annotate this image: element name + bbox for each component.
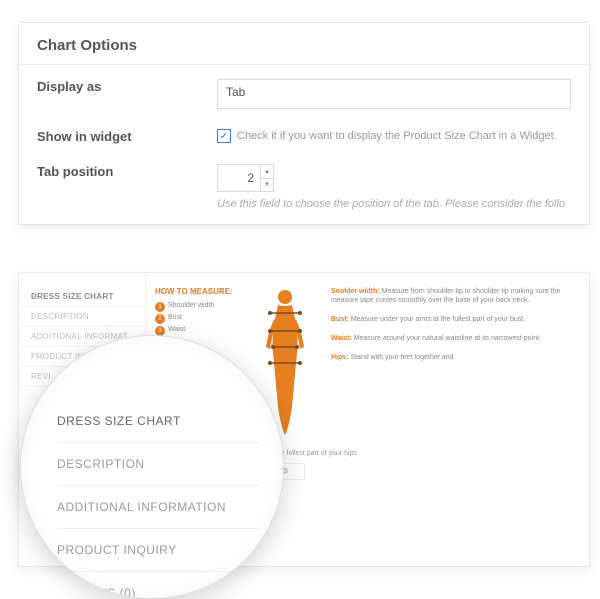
tab-position-label: Tab position: [37, 164, 217, 179]
show-in-widget-desc: Check it if you want to display the Prod…: [237, 130, 557, 142]
howto-title: HOW TO MEASURE:: [155, 287, 239, 296]
preview-tab[interactable]: DESCRIPTION: [19, 307, 146, 327]
magnified-tab[interactable]: DRESS SIZE CHART: [57, 400, 259, 443]
magnified-tab[interactable]: ADDITIONAL INFORMATION: [57, 486, 259, 529]
tab-position-stepper[interactable]: ▴ ▾: [217, 164, 274, 192]
row-display-as: Display as Tab: [19, 65, 589, 123]
chart-options-panel: Chart Options Display as Tab Show in wid…: [18, 22, 590, 225]
stepper-down-icon[interactable]: ▾: [261, 179, 273, 192]
magnifier-lens: DRESS SIZE CHART DESCRIPTION ADDITIONAL …: [20, 335, 284, 599]
show-in-widget-label: Show in widget: [37, 129, 217, 144]
preview-tab[interactable]: DRESS SIZE CHART: [19, 287, 146, 307]
howto-label: Bust: [168, 314, 182, 324]
tab-position-input[interactable]: [218, 165, 260, 191]
display-as-label: Display as: [37, 79, 217, 94]
magnified-tab[interactable]: REVIEWS (0): [57, 572, 259, 599]
howto-label: Waist: [168, 326, 185, 336]
tab-position-hint: Use this field to choose the position of…: [217, 198, 571, 210]
display-as-select[interactable]: Tab: [217, 79, 571, 109]
show-in-widget-checkbox[interactable]: ✓: [217, 129, 231, 143]
howto-badge: 2: [155, 314, 165, 324]
howto-badge: 1: [155, 302, 165, 312]
instructions: Soulder width: Measure from shoulder tip…: [331, 287, 581, 447]
row-tab-position: Tab position ▴ ▾ Use this field to choos…: [19, 158, 589, 224]
magnified-tab[interactable]: PRODUCT INQUIRY: [57, 529, 259, 572]
magnified-tab[interactable]: DESCRIPTION: [57, 443, 259, 486]
stepper-up-icon[interactable]: ▴: [261, 165, 273, 179]
row-show-in-widget: Show in widget ✓ Check it if you want to…: [19, 123, 589, 158]
howto-label: Shoulder width: [168, 302, 214, 312]
panel-title: Chart Options: [19, 23, 589, 65]
